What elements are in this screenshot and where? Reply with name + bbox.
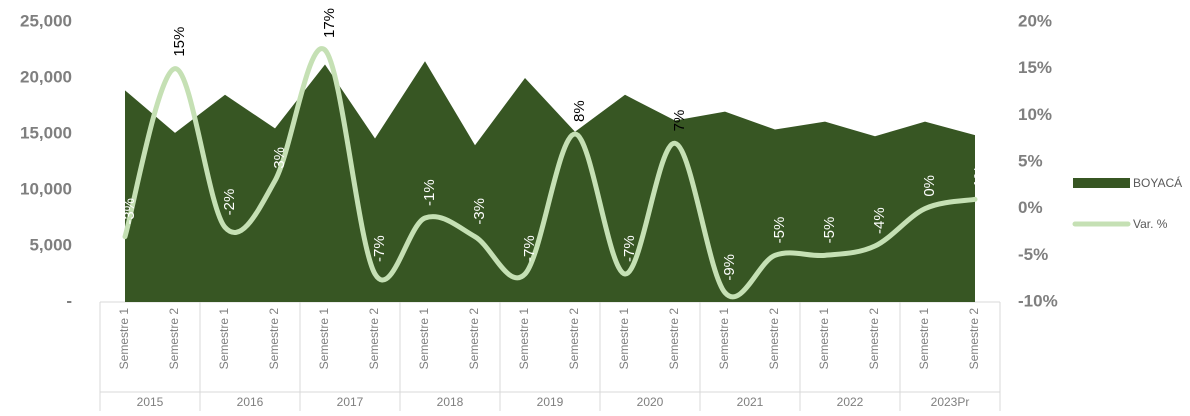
y2-tick-label: 10%	[1018, 105, 1052, 124]
x-tick-label: Semestre 2	[167, 308, 181, 370]
group-label: 2016	[237, 395, 264, 409]
line	[122, 46, 978, 300]
y-tick-label: 20,000	[20, 67, 72, 86]
x-tick-label: Semestre 2	[967, 308, 981, 370]
group-label: 2017	[337, 395, 364, 409]
legend-label: Var. %	[1133, 217, 1168, 231]
x-tick-label: Semestre 1	[617, 308, 631, 370]
x-tick-label: Semestre 2	[267, 308, 281, 370]
area	[125, 61, 975, 303]
x-tick-label: Semestre 2	[467, 308, 481, 370]
value-label: -4%	[871, 207, 888, 234]
group-label: 2018	[437, 395, 464, 409]
x-tick-label: Semestre 2	[867, 308, 881, 370]
y-tick-label: 15,000	[20, 123, 72, 142]
value-label: 3%	[271, 147, 288, 169]
x-tick-label: Semestre 2	[567, 308, 581, 370]
group-label: 2021	[737, 395, 764, 409]
value-label: 0%	[921, 175, 938, 197]
value-label: 17%	[321, 8, 338, 38]
x-tick-label: Semestre 2	[767, 308, 781, 370]
group-label: 2022	[837, 395, 864, 409]
y-tick-label: 10,000	[20, 179, 72, 198]
legend-label: BOYACÁ	[1133, 175, 1182, 190]
value-label: -3%	[121, 198, 138, 225]
group-label: 2020	[637, 395, 664, 409]
y2-tick-label: -10%	[1018, 291, 1058, 310]
value-label: 15%	[171, 27, 188, 57]
legend-swatch	[1073, 178, 1130, 188]
y-tick-label: 25,000	[20, 11, 72, 30]
x-tick-label: Semestre 2	[667, 308, 681, 370]
group-label: 2023Pr	[931, 395, 970, 409]
y2-tick-label: -5%	[1018, 245, 1048, 264]
x-tick-label: Semestre 1	[217, 308, 231, 370]
value-label: -5%	[821, 217, 838, 244]
group-label: 2019	[537, 395, 564, 409]
y2-tick-label: 15%	[1018, 58, 1052, 77]
value-label: 7%	[671, 110, 688, 132]
x-tick-label: Semestre 1	[717, 308, 731, 370]
value-label: -7%	[621, 235, 638, 262]
value-label: 8%	[571, 100, 588, 122]
value-label: -7%	[521, 235, 538, 262]
x-tick-label: Semestre 1	[517, 308, 531, 370]
y2-tick-label: 5%	[1018, 151, 1043, 170]
y-tick-label: 5,000	[29, 235, 72, 254]
x-tick-label: Semestre 1	[917, 308, 931, 370]
group-label: 2015	[137, 395, 164, 409]
y2-tick-label: 20%	[1018, 11, 1052, 30]
x-tick-label: Semestre 2	[367, 308, 381, 370]
value-label: -2%	[221, 189, 238, 216]
value-label: -5%	[771, 217, 788, 244]
x-tick-label: Semestre 1	[317, 308, 331, 370]
x-tick-label: Semestre 1	[817, 308, 831, 370]
y-tick-label: -	[66, 291, 72, 310]
value-label: -9%	[721, 254, 738, 281]
value-label: 1%	[971, 166, 988, 188]
y2-tick-label: 0%	[1018, 198, 1043, 217]
x-tick-label: Semestre 1	[417, 308, 431, 370]
value-label: -7%	[371, 235, 388, 262]
value-label: -1%	[421, 179, 438, 206]
x-tick-label: Semestre 1	[117, 308, 131, 370]
value-label: -3%	[471, 198, 488, 225]
